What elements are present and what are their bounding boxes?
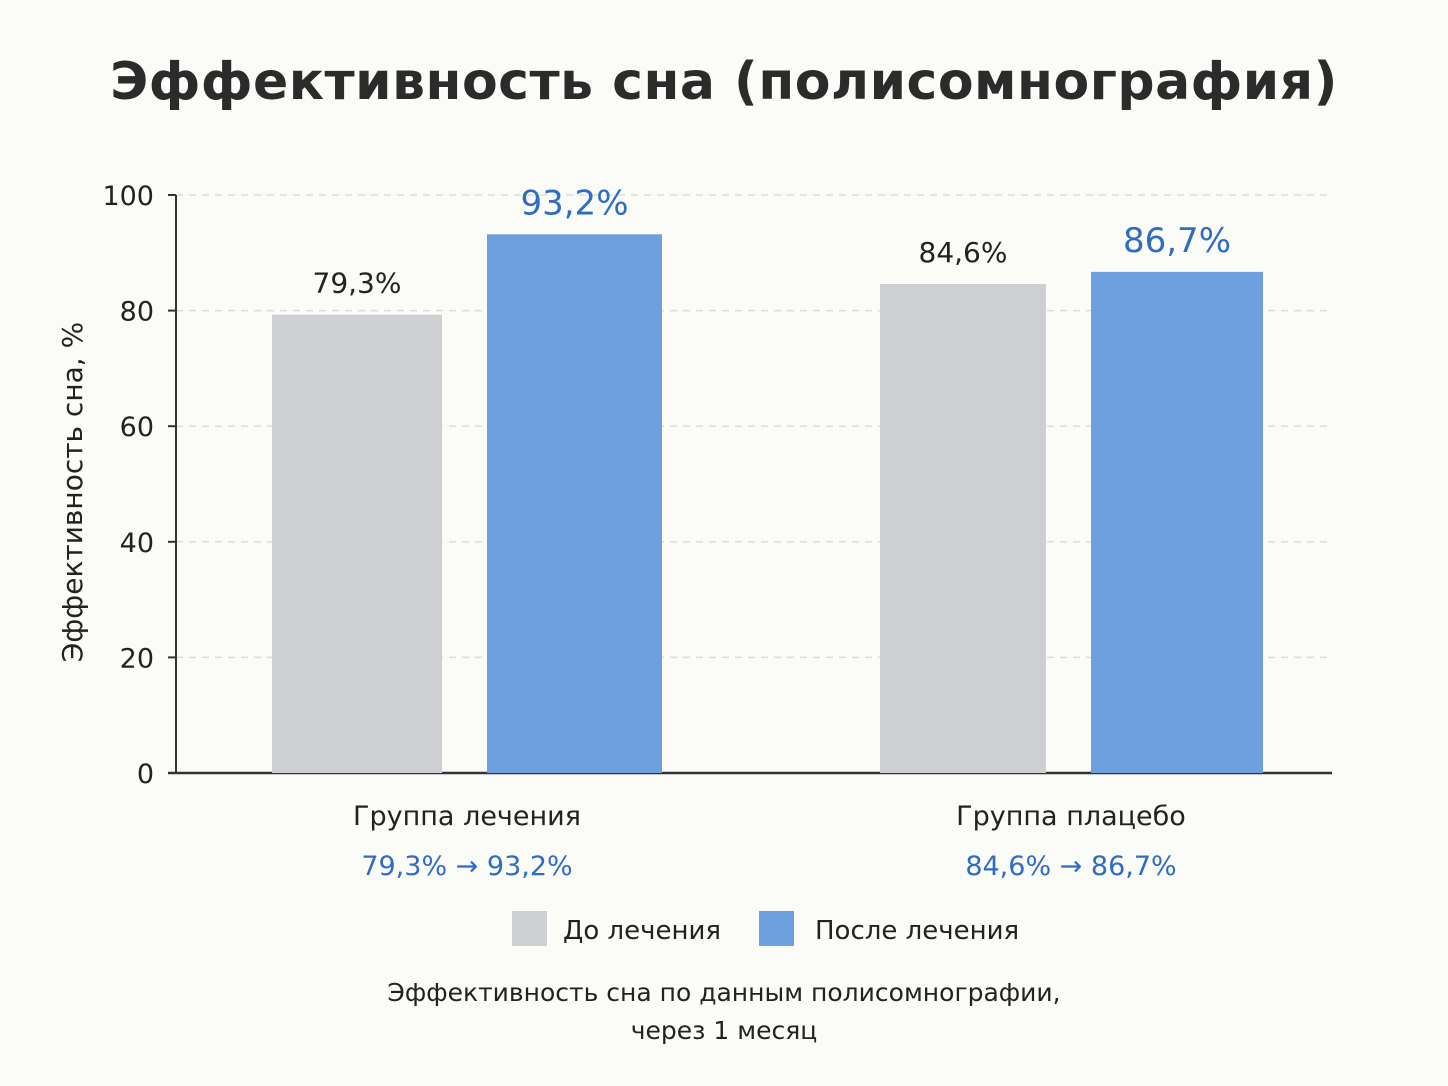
bar [272,314,442,773]
category-change-label: 84,6% → 86,7% [965,851,1176,882]
footnote-line-2: через 1 месяц [630,1016,818,1045]
x-category-label: Группа лечения [353,801,581,832]
legend-label: После лечения [815,916,1019,946]
category-change-label: 79,3% → 93,2% [361,851,572,882]
y-tick-label: 40 [120,528,154,559]
chart-footnote: Эффективность сна по данным полисомногра… [0,974,1448,1050]
x-category-label: Группа плацебо [956,801,1186,832]
bar [487,234,662,773]
legend-label: До лечения [563,916,721,946]
y-tick-label: 100 [102,181,154,212]
data-label: 84,6% [919,236,1008,269]
y-tick-label: 80 [120,297,154,328]
bar [1091,271,1263,773]
legend-swatch [759,911,794,946]
data-label: 86,7% [1123,221,1231,261]
y-tick-label: 20 [120,643,154,674]
bar [880,284,1046,773]
data-label: 79,3% [313,267,402,300]
y-tick-label: 60 [120,412,154,443]
chart-title: Эффективность сна (полисомнография) [110,52,1338,112]
y-axis-label: Эффективность сна, % [56,322,89,662]
y-tick-label: 0 [137,759,154,790]
data-label: 93,2% [520,183,628,223]
footnote-line-1: Эффективность сна по данным полисомногра… [387,978,1061,1007]
legend-swatch [512,911,547,946]
